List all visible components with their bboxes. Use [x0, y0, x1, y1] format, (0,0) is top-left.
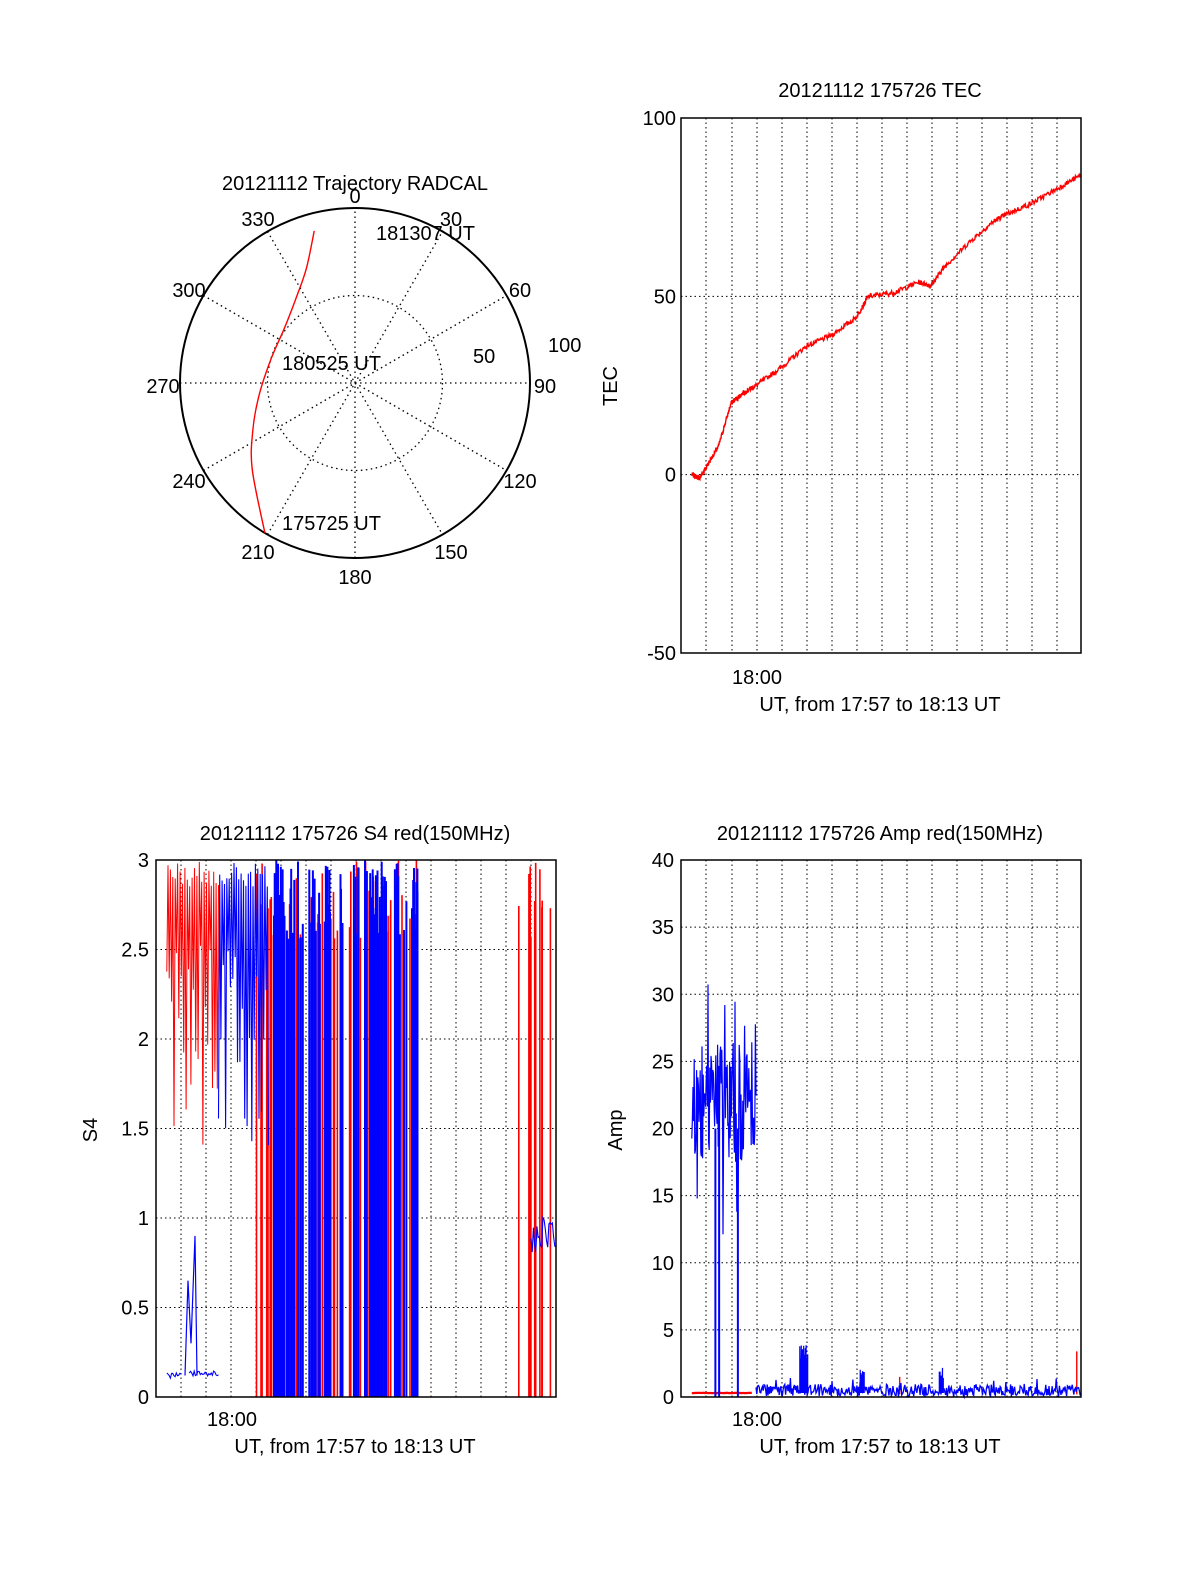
amp-chart: 20121112 175726 Amp red(150MHz) 0 5 10 15 20…	[605, 823, 1082, 1458]
polar-radius-label-50: 50	[473, 346, 495, 368]
polar-grid	[180, 208, 530, 558]
y-tick-label: 0	[663, 1387, 674, 1409]
series-burst	[938, 1367, 944, 1394]
y-tick-label: 0	[138, 1387, 149, 1409]
series-trace	[188, 1368, 219, 1378]
polar-azimuth-label: 120	[503, 471, 536, 493]
polar-grid-ring	[266, 294, 444, 472]
polar-chart: 20121112 Trajectory RADCAL 0 30 60 90 120 150…	[146, 173, 581, 589]
y-tick-label: 35	[652, 917, 674, 939]
polar-azimuth-label: 90	[534, 376, 556, 398]
s4-blue-series	[166, 860, 557, 1397]
s4-y-axis-label: S4	[80, 1118, 102, 1142]
tec-y-axis-label: TEC	[600, 366, 622, 406]
series-trace	[166, 1371, 182, 1380]
polar-azimuth-label: 0	[349, 186, 360, 208]
tec-series-line	[691, 172, 1082, 482]
amp-x-axis-label: UT, from 17:57 to 18:13 UT	[759, 1436, 1000, 1458]
y-tick-label: 2.5	[121, 940, 149, 962]
y-tick-label: 1	[138, 1208, 149, 1230]
polar-azimuth-labels: 0 30 60 90 120 150 180 210 240 270 300 330	[146, 186, 556, 589]
y-tick-label: 15	[652, 1186, 674, 1208]
y-tick-label: 0.5	[121, 1298, 149, 1320]
amp-chart-title: 20121112 175726 Amp red(150MHz)	[717, 823, 1043, 845]
polar-annotation-mid: 180525 UT	[282, 353, 381, 375]
polar-azimuth-label: 330	[241, 209, 274, 231]
amp-y-tick-labels: 0 5 10 15 20 25 30 35 40	[652, 850, 674, 1409]
polar-radius-label-100: 100	[548, 335, 581, 357]
s4-plot-frame	[155, 859, 557, 1398]
y-tick-label: 3	[138, 850, 149, 872]
polar-azimuth-label: 60	[509, 280, 531, 302]
s4-x-tick-label: 18:00	[207, 1409, 257, 1431]
y-tick-label: 0	[665, 465, 676, 487]
polar-azimuth-label: 300	[172, 280, 205, 302]
amp-red-series	[691, 1351, 1078, 1395]
amp-x-tick-label: 18:00	[732, 1409, 782, 1431]
polar-azimuth-label: 30	[440, 209, 462, 231]
s4-chart: 20121112 175726 S4 red(150MHz) 0 0.5 1 1.5 2…	[80, 823, 557, 1458]
y-tick-label: 20	[652, 1119, 674, 1141]
polar-frame	[179, 207, 531, 559]
polar-trajectory-line	[250, 230, 315, 534]
series-trace	[166, 861, 219, 1145]
amp-plot-frame	[680, 859, 1082, 1398]
y-tick-label: 50	[654, 286, 676, 308]
series-trace	[217, 862, 270, 1146]
polar-azimuth-label: 150	[434, 542, 467, 564]
y-tick-label: 2	[138, 1029, 149, 1051]
series-peak	[184, 1235, 198, 1376]
s4-x-axis-label: UT, from 17:57 to 18:13 UT	[234, 1436, 475, 1458]
polar-azimuth-label: 180	[338, 567, 371, 589]
amp-blue-series	[691, 984, 1082, 1400]
tec-plot-frame	[680, 117, 1082, 654]
series-trace	[530, 1215, 557, 1253]
s4-y-tick-labels: 0 0.5 1 1.5 2 2.5 3	[121, 850, 149, 1409]
polar-chart-title: 20121112 Trajectory RADCAL	[222, 173, 488, 195]
tec-x-tick-label: 18:00	[732, 667, 782, 689]
y-tick-label: -50	[647, 643, 676, 665]
y-tick-label: 40	[652, 850, 674, 872]
y-tick-label: 25	[652, 1051, 674, 1073]
y-tick-label: 1.5	[121, 1119, 149, 1141]
series-trace	[691, 984, 757, 1235]
y-tick-label: 30	[652, 984, 674, 1006]
y-tick-label: 10	[652, 1253, 674, 1275]
y-tick-label: 5	[663, 1320, 674, 1342]
tec-chart: 20121112 175726 TEC -50 0 50 100 18:00 UT, …	[600, 80, 1082, 716]
tec-y-tick-labels: -50 0 50 100	[643, 108, 676, 665]
tec-grid	[681, 117, 1081, 654]
polar-azimuth-label: 210	[241, 542, 274, 564]
polar-azimuth-label: 240	[172, 471, 205, 493]
y-tick-label: 100	[643, 108, 676, 130]
amp-y-axis-label: Amp	[605, 1109, 627, 1150]
polar-grid-spoke	[266, 231, 444, 535]
tec-x-axis-label: UT, from 17:57 to 18:13 UT	[759, 694, 1000, 716]
series-trace	[755, 1377, 1082, 1400]
series-burst	[859, 1369, 865, 1393]
polar-annotation-end: 181307 UT	[376, 223, 475, 245]
s4-chart-title: 20121112 175726 S4 red(150MHz)	[200, 823, 511, 845]
tec-chart-title: 20121112 175726 TEC	[778, 80, 982, 102]
polar-annotation-start: 175725 UT	[282, 513, 381, 535]
polar-azimuth-label: 270	[146, 376, 179, 398]
series-burst	[799, 1345, 809, 1393]
